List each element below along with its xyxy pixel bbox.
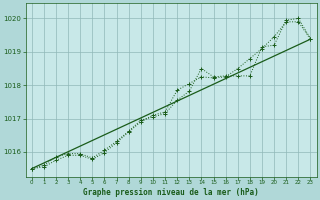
X-axis label: Graphe pression niveau de la mer (hPa): Graphe pression niveau de la mer (hPa)	[83, 188, 259, 197]
